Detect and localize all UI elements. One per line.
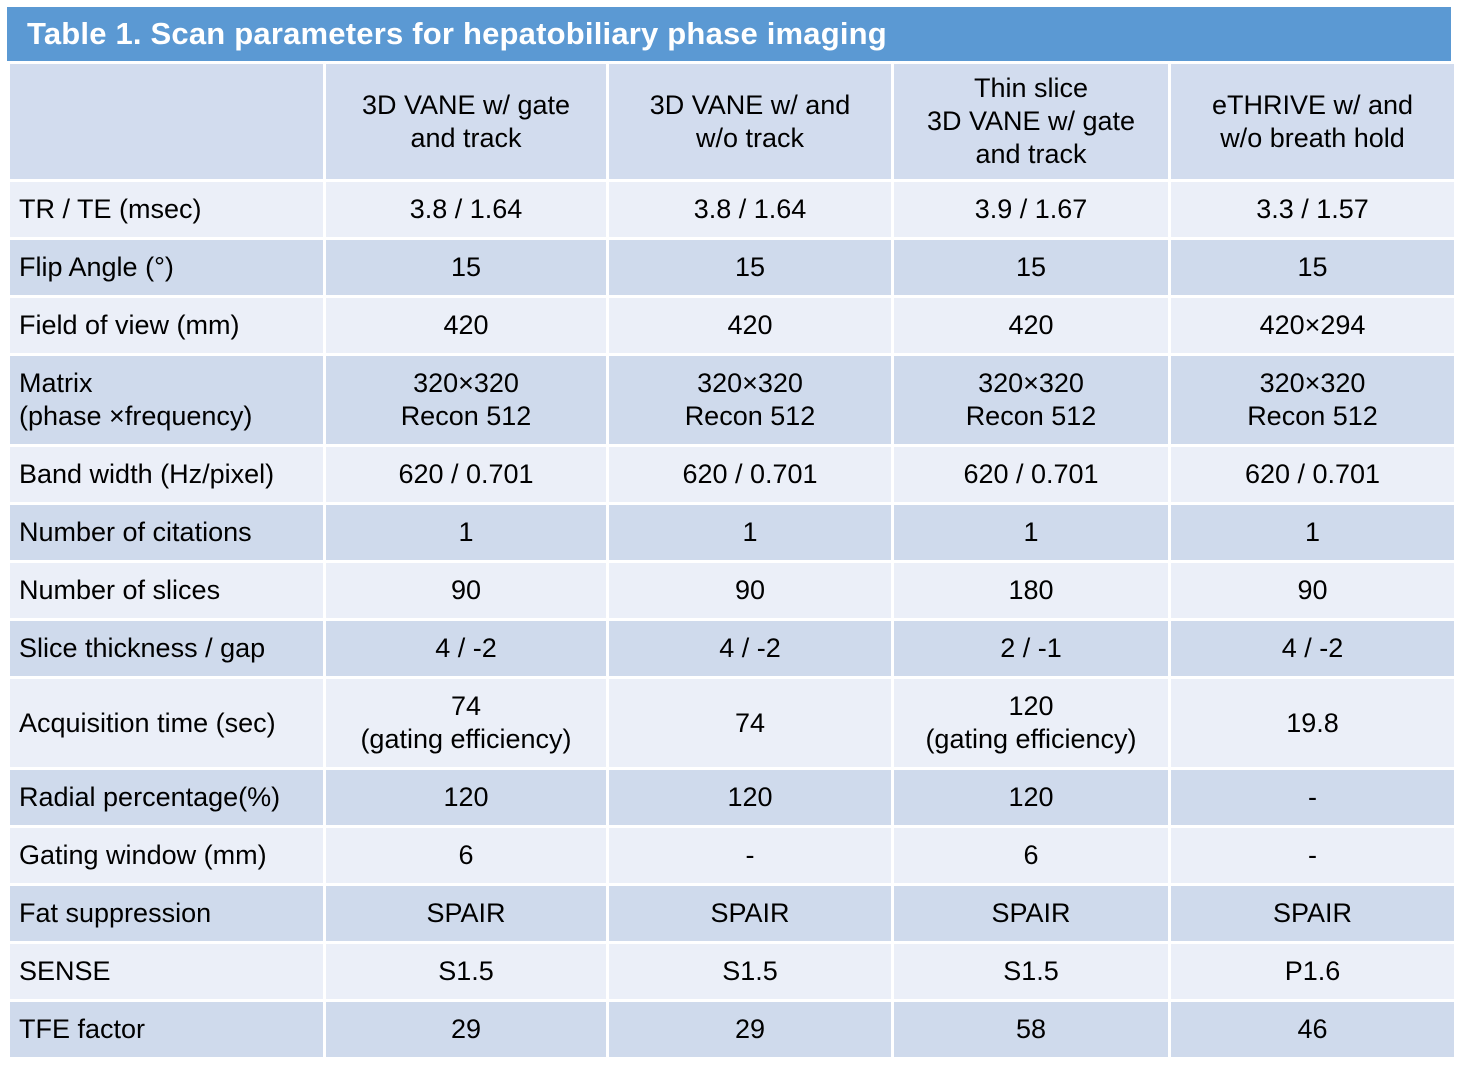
row-label: Slice thickness / gap [10, 621, 323, 676]
table-cell: 3.3 / 1.57 [1171, 182, 1454, 237]
row-label: Gating window (mm) [10, 828, 323, 883]
column-header: 3D VANE w/ and w/o track [609, 64, 891, 179]
column-header: 3D VANE w/ gate and track [326, 64, 606, 179]
table-cell: 46 [1171, 1002, 1454, 1057]
row-label: Radial percentage(%) [10, 770, 323, 825]
table-cell: 120 [609, 770, 891, 825]
table-cell: 15 [1171, 240, 1454, 295]
corner-cell [10, 64, 323, 179]
header-row: 3D VANE w/ gate and track 3D VANE w/ and … [10, 64, 1454, 179]
row-label: Fat suppression [10, 886, 323, 941]
table-cell: 320×320 Recon 512 [1171, 356, 1454, 444]
table-cell: 120 (gating efficiency) [894, 679, 1168, 767]
table-row: Radial percentage(%) 120 120 120- [10, 770, 1454, 825]
table-cell: SPAIR [894, 886, 1168, 941]
row-label: Matrix (phase ×frequency) [10, 356, 323, 444]
row-label: Field of view (mm) [10, 298, 323, 353]
table-cell: 58 [894, 1002, 1168, 1057]
row-label: Number of slices [10, 563, 323, 618]
row-label: Number of citations [10, 505, 323, 560]
table-cell: - [609, 828, 891, 883]
table-cell: 74 [609, 679, 891, 767]
table-cell: SPAIR [1171, 886, 1454, 941]
row-label: Acquisition time (sec) [10, 679, 323, 767]
table-cell: P1.6 [1171, 944, 1454, 999]
column-header: eTHRIVE w/ and w/o breath hold [1171, 64, 1454, 179]
table-row: Band width (Hz/pixel) 620 / 0.701 620 / 0.… [10, 447, 1454, 502]
table-cell: 6 [326, 828, 606, 883]
table-cell: 120 [894, 770, 1168, 825]
table-cell: 19.8 [1171, 679, 1454, 767]
table-cell: 320×320 Recon 512 [326, 356, 606, 444]
table-cell: 420×294 [1171, 298, 1454, 353]
table-row: Gating window (mm) 6-6- [10, 828, 1454, 883]
table-cell: 620 / 0.701 [1171, 447, 1454, 502]
table-cell: 620 / 0.701 [894, 447, 1168, 502]
table-cell: - [1171, 770, 1454, 825]
table-cell: 6 [894, 828, 1168, 883]
table-row: Acquisition time (sec) 74 (gating efficie… [10, 679, 1454, 767]
table-cell: 4 / -2 [1171, 621, 1454, 676]
row-label: TFE factor [10, 1002, 323, 1057]
table-cell: - [1171, 828, 1454, 883]
table-cell: 120 [326, 770, 606, 825]
table-cell: 180 [894, 563, 1168, 618]
table-row: Number of citations 1 1 1 1 [10, 505, 1454, 560]
table-cell: 1 [326, 505, 606, 560]
table-cell: 15 [609, 240, 891, 295]
table-title-bar: Table 1. Scan parameters for hepatobilia… [7, 7, 1451, 61]
table-title: Table 1. Scan parameters for hepatobilia… [27, 16, 887, 51]
table-cell: 90 [326, 563, 606, 618]
table-cell: S1.5 [326, 944, 606, 999]
table-cell: 3.8 / 1.64 [326, 182, 606, 237]
table-row: Fat suppression SPAIR SPAIR SPAIR SPAIR [10, 886, 1454, 941]
table-cell: 620 / 0.701 [609, 447, 891, 502]
table-cell: 74 (gating efficiency) [326, 679, 606, 767]
scan-parameters-table: 3D VANE w/ gate and track 3D VANE w/ and … [7, 61, 1457, 1060]
table-cell: 1 [894, 505, 1168, 560]
table-cell: 15 [326, 240, 606, 295]
table-cell: 320×320 Recon 512 [894, 356, 1168, 444]
table-cell: 29 [326, 1002, 606, 1057]
table-row: SENSE S1.5 S1.5 S1.5 P1.6 [10, 944, 1454, 999]
table-row: Number of slices 90 90 180 90 [10, 563, 1454, 618]
table-cell: 1 [609, 505, 891, 560]
table-cell: S1.5 [894, 944, 1168, 999]
table-cell: 420 [609, 298, 891, 353]
table-row: TR / TE (msec) 3.8 / 1.64 3.8 / 1.64 3.9 / … [10, 182, 1454, 237]
table-cell: 620 / 0.701 [326, 447, 606, 502]
table-cell: 4 / -2 [609, 621, 891, 676]
row-label: SENSE [10, 944, 323, 999]
row-label: Band width (Hz/pixel) [10, 447, 323, 502]
table-cell: 90 [1171, 563, 1454, 618]
table-row: TFE factor 29 29 58 46 [10, 1002, 1454, 1057]
table-cell: 320×320 Recon 512 [609, 356, 891, 444]
row-label: Flip Angle (°) [10, 240, 323, 295]
table-cell: SPAIR [326, 886, 606, 941]
table-cell: 90 [609, 563, 891, 618]
table-cell: SPAIR [609, 886, 891, 941]
column-header: Thin slice 3D VANE w/ gate and track [894, 64, 1168, 179]
table-cell: 3.9 / 1.67 [894, 182, 1168, 237]
table-row: Flip Angle (°) 15 15 15 15 [10, 240, 1454, 295]
table-row: Field of view (mm) 420 420 420 420×294 [10, 298, 1454, 353]
table-cell: S1.5 [609, 944, 891, 999]
table-cell: 3.8 / 1.64 [609, 182, 891, 237]
table-cell: 15 [894, 240, 1168, 295]
table-cell: 1 [1171, 505, 1454, 560]
table-row: Matrix (phase ×frequency) 320×320 Recon 5… [10, 356, 1454, 444]
table-row: Slice thickness / gap 4 / -2 4 / -2 2 / -1 4… [10, 621, 1454, 676]
table-cell: 29 [609, 1002, 891, 1057]
table-cell: 4 / -2 [326, 621, 606, 676]
table-cell: 420 [326, 298, 606, 353]
table-cell: 2 / -1 [894, 621, 1168, 676]
row-label: TR / TE (msec) [10, 182, 323, 237]
table-cell: 420 [894, 298, 1168, 353]
